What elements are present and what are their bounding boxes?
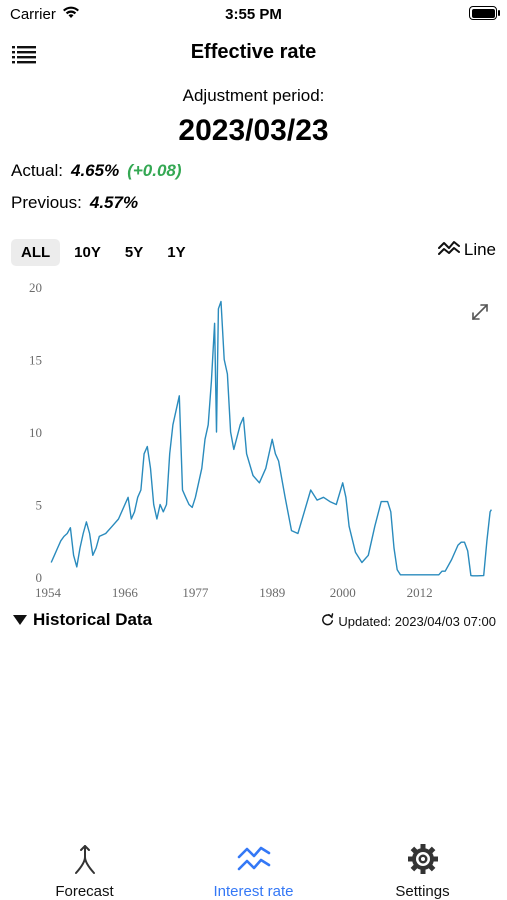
x-tick-label: 1966 xyxy=(112,585,139,600)
fork-icon xyxy=(70,843,100,879)
x-tick-label: 1954 xyxy=(35,585,62,600)
refresh-icon xyxy=(321,613,334,629)
line-chart-icon xyxy=(437,239,460,260)
previous-rate-row: Previous: 4.57% xyxy=(11,193,138,213)
previous-label: Previous: xyxy=(11,193,82,212)
series-line xyxy=(50,300,493,577)
tab-forecast-label: Forecast xyxy=(55,883,114,900)
status-left: Carrier xyxy=(10,6,80,23)
chart-svg: 0 5 10 15 20 1954 1966 1977 1989 2000 2012 xyxy=(29,280,493,600)
y-tick-label: 0 xyxy=(36,570,43,585)
tab-settings[interactable]: Settings xyxy=(338,835,507,900)
battery-icon xyxy=(469,6,500,20)
actual-rate-row: Actual: 4.65% (+0.08) xyxy=(11,161,182,181)
y-tick-label: 10 xyxy=(29,425,42,440)
x-tick-label: 1977 xyxy=(182,585,209,600)
wifi-icon xyxy=(62,6,80,23)
tab-bar: Forecast Interest rate xyxy=(0,835,507,900)
previous-value: 4.57% xyxy=(89,193,139,212)
adjustment-label: Adjustment period: xyxy=(182,86,325,105)
tab-interest-rate[interactable]: Interest rate xyxy=(169,835,338,900)
gear-icon xyxy=(407,843,439,879)
actual-label: Actual: xyxy=(11,161,63,180)
actual-change: (+0.08) xyxy=(127,161,182,180)
y-tick-label: 15 xyxy=(29,353,42,368)
chart-mode-label: Line xyxy=(463,239,496,259)
updated-status[interactable]: Updated: 2023/04/03 07:00 xyxy=(321,613,496,629)
carrier-label: Carrier xyxy=(10,6,56,23)
status-time: 3:55 PM xyxy=(225,6,282,23)
list-icon[interactable] xyxy=(12,44,36,64)
actual-value: 4.65% xyxy=(70,161,120,180)
x-tick-label: 2000 xyxy=(330,585,356,600)
range-tab-1y[interactable]: 1Y xyxy=(167,244,186,261)
x-tick-label: 2012 xyxy=(407,585,433,600)
chart-mode-toggle[interactable]: Line xyxy=(437,239,496,260)
expand-icon[interactable] xyxy=(471,303,489,321)
x-tick-label: 1989 xyxy=(259,585,285,600)
range-tabs: ALL 10Y 5Y 1Y xyxy=(11,239,196,266)
triangle-down-icon xyxy=(13,610,27,630)
historical-data-label: Historical Data xyxy=(33,610,153,629)
range-tab-5y[interactable]: 5Y xyxy=(124,244,144,261)
nav-bar: Effective rate xyxy=(0,34,507,74)
tab-interest-rate-label: Interest rate xyxy=(213,883,294,900)
tab-forecast[interactable]: Forecast xyxy=(0,835,169,900)
range-tab-all[interactable]: ALL xyxy=(11,239,61,266)
y-tick-label: 5 xyxy=(36,498,43,513)
tab-settings-label: Settings xyxy=(395,883,450,900)
adjustment-date: 2023/03/23 xyxy=(178,114,329,147)
status-bar: Carrier 3:55 PM xyxy=(0,0,507,30)
line-chart-icon xyxy=(237,843,271,879)
y-tick-label: 20 xyxy=(29,280,42,295)
updated-label: Updated: 2023/04/03 07:00 xyxy=(338,613,496,629)
page-title: Effective rate xyxy=(190,41,317,63)
range-tab-10y[interactable]: 10Y xyxy=(74,244,101,261)
rate-chart[interactable]: 0 5 10 15 20 1954 1966 1977 1989 2000 2012 xyxy=(0,275,507,605)
historical-data-toggle[interactable]: Historical Data xyxy=(13,610,152,630)
